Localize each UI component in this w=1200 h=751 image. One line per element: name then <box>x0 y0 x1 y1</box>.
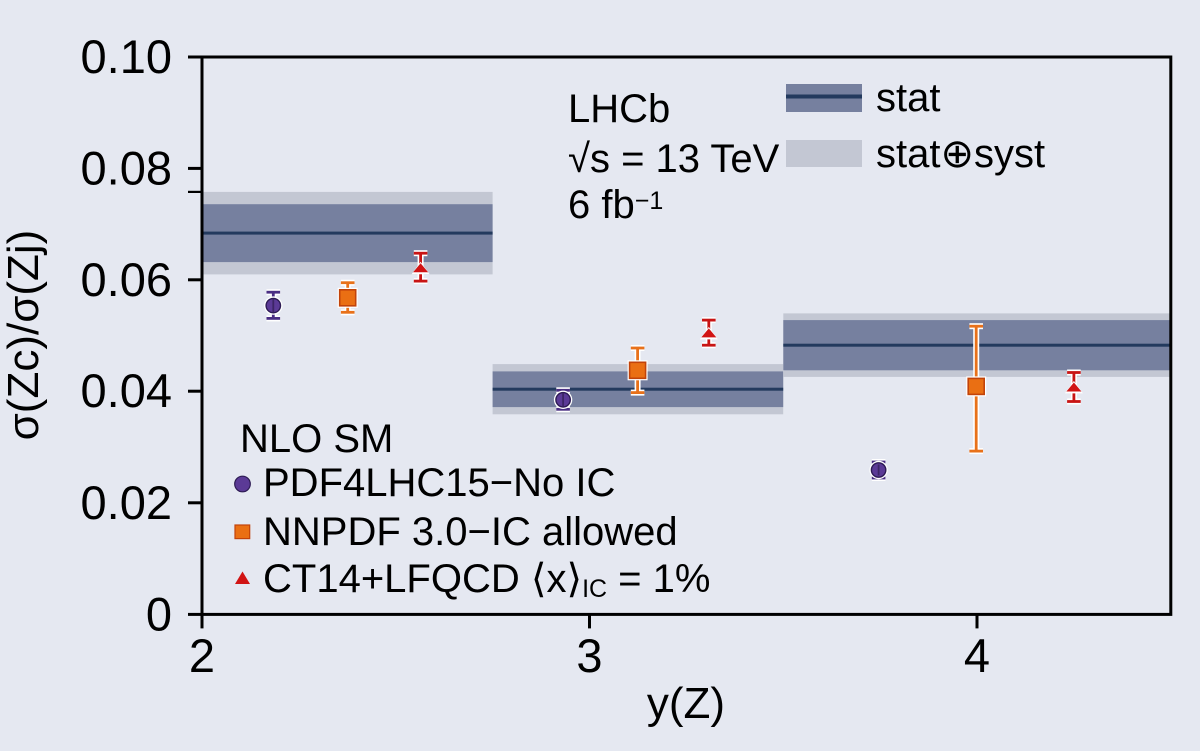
svg-text:√s = 13 TeV: √s = 13 TeV <box>568 137 780 181</box>
svg-text:2: 2 <box>189 629 215 682</box>
svg-text:stat: stat <box>876 76 940 120</box>
svg-text:σ(Zc)/σ(Zj): σ(Zc)/σ(Zj) <box>0 230 48 441</box>
svg-text:0.08: 0.08 <box>81 141 172 194</box>
svg-text:4: 4 <box>964 629 990 682</box>
svg-text:NLO SM: NLO SM <box>240 417 393 461</box>
svg-text:NNPDF 3.0−IC allowed: NNPDF 3.0−IC allowed <box>263 510 678 554</box>
svg-text:0.04: 0.04 <box>81 364 172 417</box>
svg-text:0.10: 0.10 <box>81 30 172 83</box>
svg-text:PDF4LHC15−No IC: PDF4LHC15−No IC <box>263 461 615 505</box>
svg-text:stat⊕syst: stat⊕syst <box>876 132 1045 176</box>
svg-text:0.06: 0.06 <box>81 253 172 306</box>
svg-text:CT14+LFQCD ⟨x⟩IC = 1%: CT14+LFQCD ⟨x⟩IC = 1% <box>263 557 710 603</box>
svg-text:3: 3 <box>576 629 602 682</box>
svg-text:y(Z): y(Z) <box>647 679 725 728</box>
svg-text:0.02: 0.02 <box>81 476 172 529</box>
svg-text:LHCb: LHCb <box>568 87 670 131</box>
svg-text:0: 0 <box>146 587 172 640</box>
